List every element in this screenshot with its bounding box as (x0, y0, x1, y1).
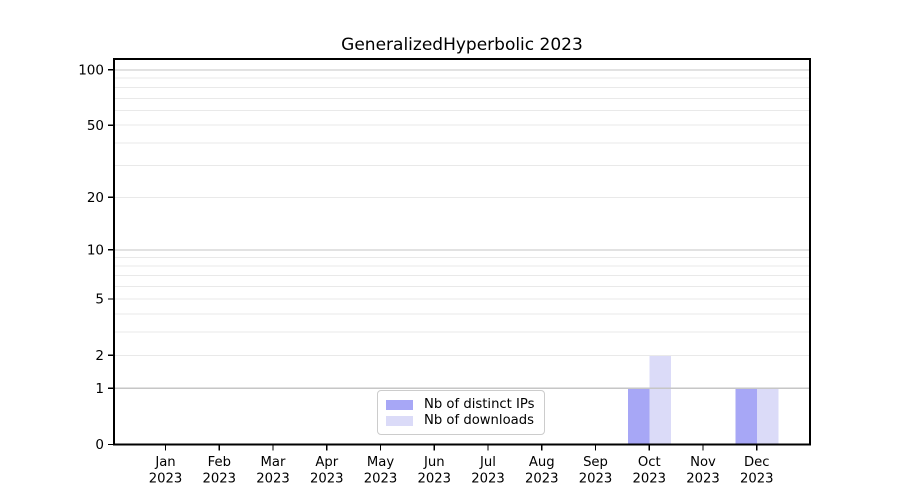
x-tick-label-year: 2023 (203, 472, 237, 487)
x-tick-label-month: Aug (529, 455, 555, 470)
bar-nb-of-downloads-oct (649, 355, 671, 444)
x-tick-label-month: Nov (690, 455, 716, 470)
y-tick-label: 100 (78, 62, 104, 78)
x-tick-label-month: Mar (261, 455, 286, 470)
x-tick-label-year: 2023 (310, 472, 344, 487)
x-tick-label-month: Jan (154, 455, 175, 470)
bar-nb-of-distinct-ips-dec (735, 388, 757, 444)
x-tick-label-year: 2023 (579, 472, 613, 487)
x-tick-label-month: Oct (638, 455, 661, 470)
x-tick-label-year: 2023 (525, 472, 559, 487)
bar-nb-of-downloads-dec (756, 388, 779, 444)
legend-label-downloads: Nb of downloads (424, 413, 534, 428)
x-tick-label-year: 2023 (364, 472, 398, 487)
y-tick-label: 50 (87, 118, 104, 134)
x-tick-label-year: 2023 (633, 472, 667, 487)
x-tick-label-year: 2023 (256, 472, 290, 487)
x-tick-label-month: Jul (479, 455, 496, 470)
x-tick-label-year: 2023 (149, 472, 183, 487)
legend-item-downloads: Nb of downloads (386, 413, 535, 428)
x-tick-label-month: Jun (423, 455, 445, 470)
x-tick-label-month: Sep (583, 455, 608, 470)
chart-title: GeneralizedHyperbolic 2023 (341, 35, 583, 55)
bar-nb-of-distinct-ips-oct (627, 388, 650, 444)
x-tick-label-month: May (367, 455, 394, 470)
y-tick-label: 0 (95, 437, 104, 453)
x-tick-label-month: Apr (315, 455, 338, 470)
x-tick-label-year: 2023 (740, 472, 774, 487)
y-tick-label: 20 (87, 190, 104, 206)
x-tick-label-month: Dec (744, 455, 770, 470)
legend-item-distinct-ips: Nb of distinct IPs (386, 397, 535, 412)
legend-label-distinct-ips: Nb of distinct IPs (424, 397, 535, 412)
legend-swatch-downloads (386, 415, 413, 426)
plot-border (113, 58, 811, 446)
legend-swatch-distinct-ips (386, 399, 413, 410)
y-tick-label: 2 (95, 348, 104, 364)
legend: Nb of distinct IPs Nb of downloads (377, 390, 545, 435)
x-tick-label-month: Feb (208, 455, 231, 470)
y-tick-label: 1 (95, 381, 104, 397)
x-tick-label-year: 2023 (686, 472, 720, 487)
y-tick-label: 5 (95, 292, 104, 308)
x-tick-label-year: 2023 (418, 472, 452, 487)
x-tick-label-year: 2023 (471, 472, 505, 487)
y-tick-label: 10 (87, 242, 104, 258)
